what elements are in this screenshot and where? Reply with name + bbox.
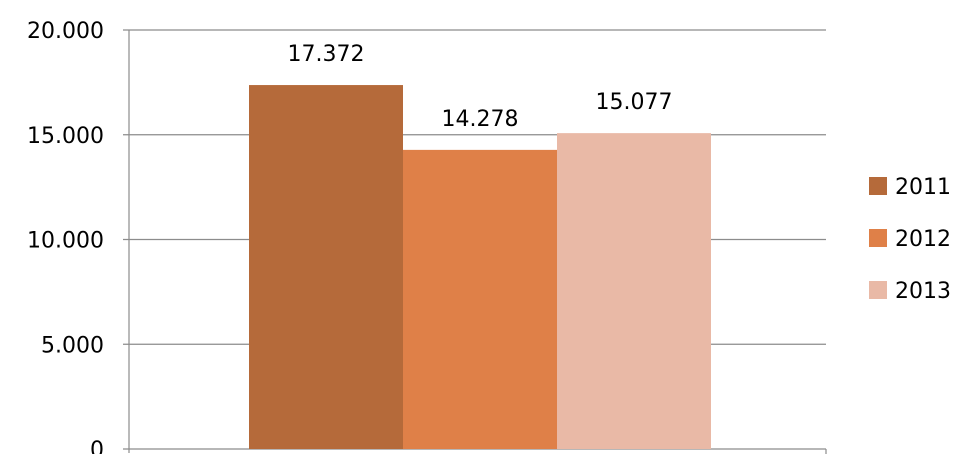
legend: 2011 2012 2013 bbox=[869, 175, 951, 304]
y-tick-label: 15.000 bbox=[27, 124, 104, 149]
y-tick-label: 20.000 bbox=[27, 19, 104, 44]
y-tick-label: 0 bbox=[90, 438, 104, 454]
bar-2013 bbox=[557, 133, 711, 450]
bar-2012 bbox=[403, 149, 557, 449]
legend-swatch-2013 bbox=[869, 281, 887, 299]
legend-swatch-2012 bbox=[869, 229, 887, 247]
data-labels: 17.372 14.278 15.077 bbox=[288, 42, 673, 132]
legend-swatch-2011 bbox=[869, 177, 887, 195]
data-label-2012: 14.278 bbox=[442, 107, 519, 132]
data-label-2013: 15.077 bbox=[596, 90, 673, 115]
legend-label-2012: 2012 bbox=[895, 227, 951, 252]
y-tick-label: 10.000 bbox=[27, 229, 104, 254]
legend-label-2011: 2011 bbox=[895, 175, 951, 200]
legend-label-2013: 2013 bbox=[895, 279, 951, 304]
y-tick-label: 5.000 bbox=[41, 333, 104, 358]
bars bbox=[249, 85, 711, 450]
bar-2011 bbox=[249, 85, 403, 449]
data-label-2011: 17.372 bbox=[288, 42, 365, 67]
axes: 0 5.000 10.000 15.000 20.000 bbox=[27, 19, 827, 454]
